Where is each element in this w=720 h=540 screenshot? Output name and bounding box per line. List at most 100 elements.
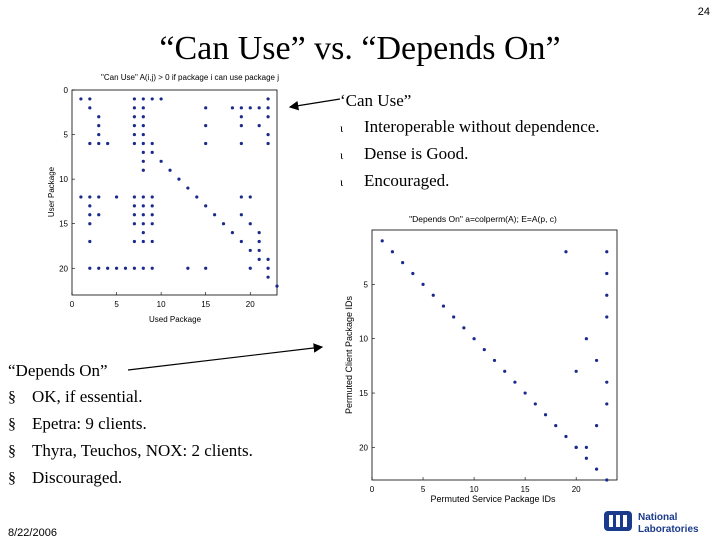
x-tick-label: 15 <box>521 485 530 494</box>
slide-title: “Can Use” vs. “Depends On” <box>159 30 561 67</box>
depends-on-bullet: § Discouraged. <box>8 465 253 492</box>
data-point <box>257 124 261 128</box>
data-point <box>584 445 588 449</box>
data-point <box>594 424 599 428</box>
data-point <box>141 150 145 154</box>
data-point <box>401 261 405 265</box>
data-point <box>472 337 476 341</box>
data-point <box>605 315 609 319</box>
data-point <box>266 106 270 110</box>
data-point <box>159 97 163 101</box>
data-point <box>132 124 136 128</box>
data-point <box>150 204 154 208</box>
data-point <box>380 239 384 243</box>
data-point <box>605 402 609 406</box>
y-tick-label: 20 <box>359 443 368 452</box>
data-point <box>533 402 537 406</box>
data-point <box>213 213 217 217</box>
data-point <box>248 195 252 199</box>
data-point <box>150 195 154 199</box>
can-use-y-ticks: 0 5 10 15 20 <box>59 86 75 273</box>
data-point <box>97 195 101 199</box>
can-use-notes: ‘Can Use” ι Interoperable without depende… <box>340 88 600 195</box>
data-point <box>141 132 145 137</box>
data-point <box>431 293 435 297</box>
data-point <box>132 106 136 110</box>
data-point <box>257 248 261 253</box>
depends-on-x-label: Permuted Service Package IDs <box>430 494 556 504</box>
x-tick-label: 15 <box>201 300 210 309</box>
page-number: 24 <box>697 6 710 18</box>
data-point <box>114 195 119 199</box>
data-point <box>503 369 507 373</box>
data-point <box>266 257 270 261</box>
data-point <box>239 124 243 128</box>
data-point <box>150 213 154 217</box>
data-point <box>150 150 154 154</box>
data-point <box>564 250 568 254</box>
data-point <box>257 231 261 235</box>
data-point <box>141 159 145 163</box>
can-use-points <box>79 97 279 288</box>
data-point <box>141 213 145 217</box>
can-use-bullet: ι Dense is Good. <box>340 141 600 168</box>
data-point <box>141 239 145 244</box>
data-point <box>150 239 154 244</box>
depends-on-points <box>380 239 609 482</box>
data-point <box>543 413 548 417</box>
data-point <box>186 186 190 190</box>
y-tick-label: 5 <box>64 131 69 140</box>
data-point <box>239 106 243 110</box>
y-tick-label: 10 <box>359 335 368 344</box>
data-point <box>605 250 609 254</box>
data-point <box>230 106 235 110</box>
data-point <box>79 97 83 101</box>
data-point <box>574 445 578 449</box>
data-point <box>239 195 243 199</box>
data-point <box>605 380 609 384</box>
data-point <box>141 168 145 172</box>
can-use-heading: ‘Can Use” <box>340 91 412 110</box>
data-point <box>523 391 527 395</box>
x-tick-label: 5 <box>114 300 119 309</box>
bullet-icon: ι <box>340 121 344 135</box>
depends-on-y-label: Permuted Client Package IDs <box>344 295 354 414</box>
x-tick-label: 0 <box>70 300 75 309</box>
data-point <box>221 222 226 226</box>
data-point <box>239 213 243 217</box>
bullet-icon: § <box>8 416 16 433</box>
can-use-x-ticks: 0 5 10 15 20 <box>70 292 255 309</box>
depends-on-bullet: § OK, if essential. <box>8 384 253 411</box>
depends-on-y-ticks: 5 10 15 20 <box>359 280 375 452</box>
y-tick-label: 20 <box>59 264 68 273</box>
data-point <box>79 195 83 199</box>
data-point <box>452 315 456 319</box>
can-use-arrow <box>288 98 341 111</box>
data-point <box>168 168 172 172</box>
data-point <box>141 97 145 101</box>
data-point <box>141 266 145 270</box>
data-point <box>141 231 145 235</box>
depends-on-chart-title: "Depends On" a=colperm(A); E=A(p, c) <box>409 214 557 224</box>
data-point <box>266 132 270 137</box>
data-point <box>150 266 154 270</box>
y-tick-label: 15 <box>359 389 368 398</box>
data-point <box>594 358 599 363</box>
data-point <box>132 97 136 101</box>
data-point <box>411 271 415 276</box>
data-point <box>248 266 252 270</box>
data-point <box>97 132 101 137</box>
data-point <box>266 275 270 279</box>
depends-on-notes: “Depends On” § OK, if essential. § Epetra:… <box>8 358 253 492</box>
data-point <box>132 115 136 119</box>
data-point <box>88 213 92 217</box>
data-point <box>141 106 145 110</box>
data-point <box>88 106 92 110</box>
data-point <box>88 141 92 146</box>
y-tick-label: 15 <box>59 220 68 229</box>
data-point <box>88 266 92 270</box>
data-point <box>132 266 136 270</box>
data-point <box>204 141 208 146</box>
data-point <box>123 266 128 270</box>
data-point <box>594 467 599 471</box>
